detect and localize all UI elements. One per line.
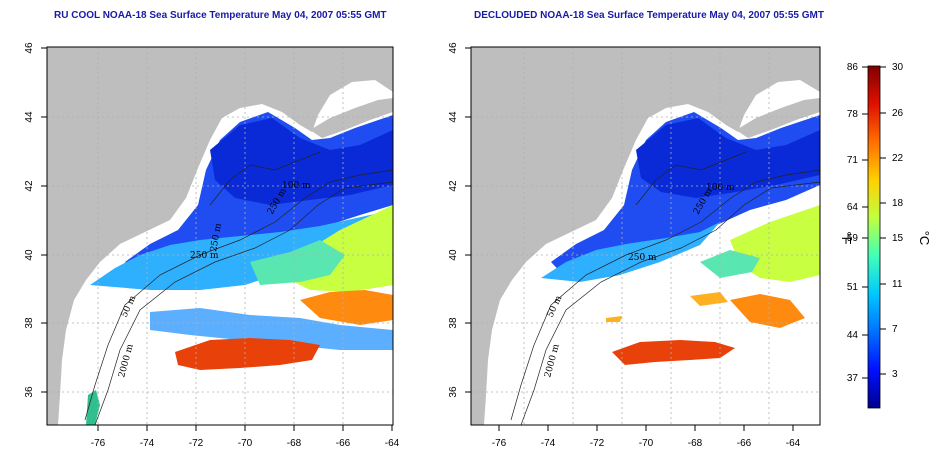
right-y-axis-labels: 36 38 40 42 44 46 [448,42,459,398]
right-sst-shelf-cyan [541,222,720,282]
colorbar-gradient [867,65,881,409]
fahrenheit-tick-label: 44 [847,330,859,341]
fahrenheit-tick-label: 86 [847,62,859,73]
lat-tick-label: 44 [448,111,459,123]
lon-tick-label: -66 [336,438,351,449]
right-depth-contours [510,151,820,425]
celsius-tick-label: 15 [892,233,904,244]
fahrenheit-tick-label: 59 [847,233,859,244]
contour-label: 100 m [282,181,311,191]
fahrenheit-tick-label: 37 [847,373,859,384]
fahrenheit-tick-label: 64 [847,202,859,213]
left-depth-contours [84,151,393,425]
right-land-mass [471,47,820,425]
left-sst-warm-orange [300,290,393,325]
left-map-title: RU COOL NOAA-18 Sea Surface Temperature … [54,10,387,21]
lat-tick-label: 36 [448,386,459,398]
lon-tick-label: -64 [385,438,400,449]
right-grid [471,47,820,425]
lon-tick-label: -68 [688,438,703,449]
lat-tick-label: 38 [24,317,35,329]
lat-tick-label: 40 [448,249,459,261]
fahrenheit-tick-label: 51 [847,282,859,293]
celsius-tick-label: 11 [892,279,903,290]
lon-tick-label: -72 [590,438,605,449]
lat-tick-label: 38 [448,317,459,329]
lat-tick-label: 46 [448,42,459,54]
temperature-colorbar: 86 78 71 64 59 51 44 37 30 26 22 18 15 1… [839,62,932,409]
left-sst-shelf-cyan [90,210,393,290]
lat-tick-label: 42 [448,180,459,192]
celsius-tick-label: 26 [892,108,904,119]
left-land-mass [47,47,393,425]
right-map-title: DECLOUDED NOAA-18 Sea Surface Temperatur… [474,10,824,21]
lat-tick-label: 44 [24,111,35,123]
left-grid [47,47,393,425]
right-nova-scotia [736,98,820,138]
lat-tick-label: 40 [24,249,35,261]
left-x-axis-labels: -76 -74 -72 -70 -68 -66 -64 [91,438,400,449]
left-map: 100 m 250 m 250 m 250 m 50 m 2000 m -76 … [24,42,400,449]
celsius-unit-label: °C [917,231,932,246]
lat-tick-label: 46 [24,42,35,54]
colorbar-ticks [862,66,886,379]
left-sst-gulf-stream-red [175,338,320,370]
contour-label: 250 m [190,251,219,261]
lon-tick-label: -72 [189,438,204,449]
lat-tick-label: 42 [24,180,35,192]
right-sst-slope-green [700,250,760,278]
left-nova-scotia [310,98,393,138]
right-sst-patch [690,292,728,306]
celsius-tick-label: 3 [892,369,898,380]
right-sst-patch [606,316,622,322]
fahrenheit-tick-labels: 86 78 71 64 59 51 44 37 [847,62,859,384]
left-map-frame [46,46,394,426]
right-x-axis-labels: -76 -74 -72 -70 -68 -66 -64 [492,438,801,449]
left-sst-slope-green [250,240,345,285]
lon-tick-label: -66 [737,438,752,449]
lon-tick-label: -70 [639,438,654,449]
lat-tick-label: 36 [24,386,35,398]
left-sst-cape-hatteras [86,390,100,425]
celsius-tick-labels: 30 26 22 18 15 11 7 3 [892,62,904,380]
contour-label: 100 m [706,183,735,193]
lon-tick-label: -76 [91,438,106,449]
lon-tick-label: -70 [238,438,253,449]
celsius-tick-label: 22 [892,153,904,164]
lon-tick-label: -74 [140,438,155,449]
right-map: 100 m 250 m 250 m 50 m 2000 m -76 -74 -7… [448,42,821,449]
fahrenheit-tick-label: 78 [847,109,859,120]
lon-tick-label: -76 [492,438,507,449]
left-ticks [41,47,393,431]
fahrenheit-unit-label: °F [839,231,854,244]
right-ticks [465,47,794,431]
left-y-axis-labels: 36 38 40 42 44 46 [24,42,35,398]
lon-tick-label: -64 [786,438,801,449]
lon-tick-label: -68 [287,438,302,449]
celsius-tick-label: 18 [892,198,904,209]
celsius-tick-label: 7 [892,324,898,335]
left-sst-gulf-of-maine [210,118,393,205]
right-sst-gulf-stream-red [612,340,735,365]
right-sst-warm-orange [730,294,805,328]
contour-label: 250 m [209,222,224,252]
fahrenheit-tick-label: 71 [847,155,859,166]
lon-tick-label: -74 [541,438,556,449]
contour-label: 250 m [628,253,657,263]
left-sst-clouds-strip [150,308,393,350]
celsius-tick-label: 30 [892,62,904,73]
